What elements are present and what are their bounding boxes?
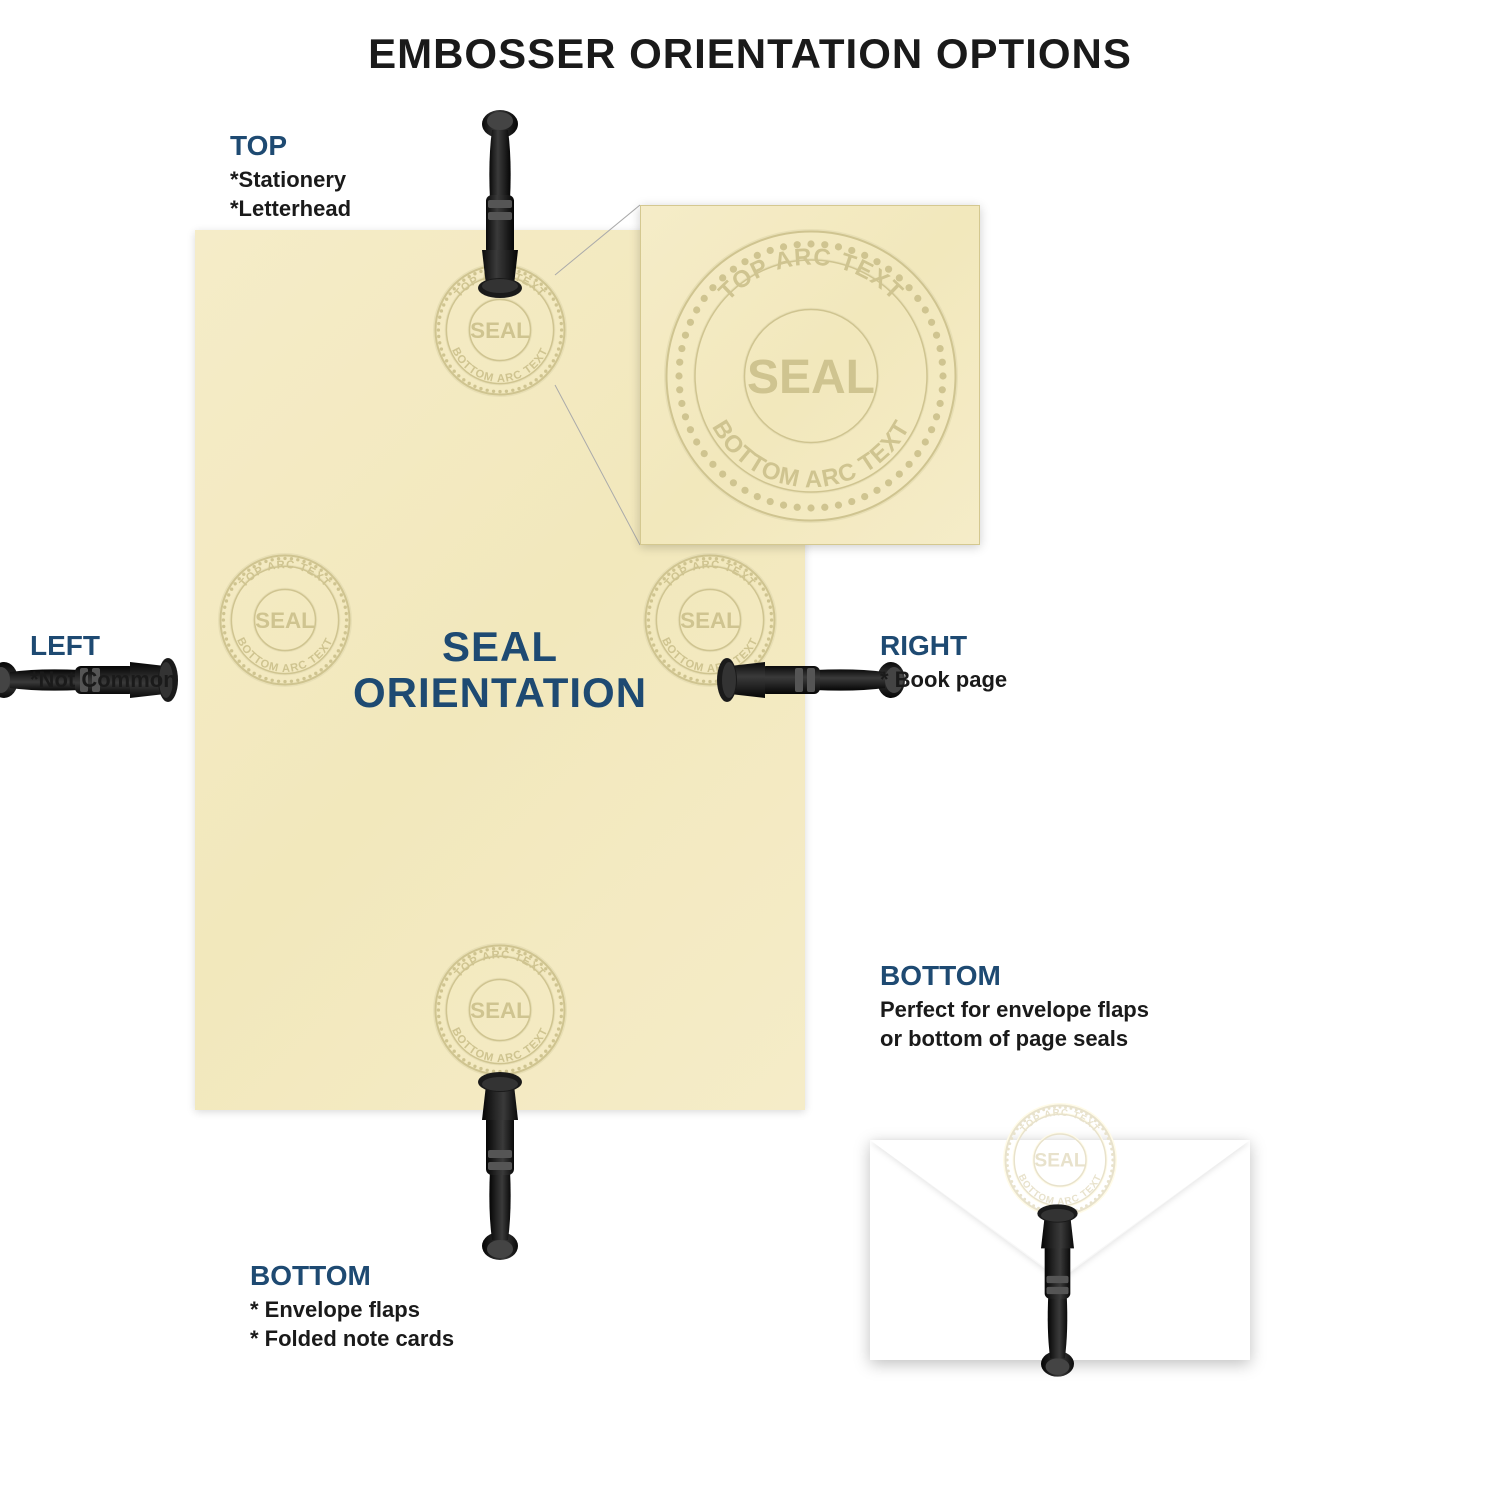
svg-text:SEAL: SEAL bbox=[470, 998, 530, 1023]
label-bottom-line-0: * Envelope flaps bbox=[250, 1296, 454, 1325]
svg-text:SEAL: SEAL bbox=[747, 351, 875, 404]
center-line-1: SEAL bbox=[353, 624, 647, 670]
label-bottom-title: BOTTOM bbox=[250, 1260, 454, 1292]
embosser-icon-envelope bbox=[1030, 1190, 1085, 1380]
label-top: TOP *Stationery *Letterhead bbox=[230, 130, 351, 223]
svg-text:SEAL: SEAL bbox=[680, 608, 740, 633]
label-bottom-line-1: * Folded note cards bbox=[250, 1325, 454, 1354]
embosser-icon-bottom bbox=[470, 1060, 530, 1260]
label-bottom: BOTTOM * Envelope flaps * Folded note ca… bbox=[250, 1260, 454, 1353]
label-bottom-right-line-0: Perfect for envelope flaps bbox=[880, 996, 1149, 1025]
label-left-line-0: *Not Common bbox=[30, 666, 177, 695]
paper-center-label: SEAL ORIENTATION bbox=[353, 624, 647, 716]
label-right-line-0: * Book page bbox=[880, 666, 1007, 695]
center-line-2: ORIENTATION bbox=[353, 670, 647, 716]
label-left: LEFT *Not Common bbox=[30, 630, 177, 695]
label-top-title: TOP bbox=[230, 130, 351, 162]
label-left-title: LEFT bbox=[30, 630, 177, 662]
label-right: RIGHT * Book page bbox=[880, 630, 1007, 695]
embosser-icon-right bbox=[705, 650, 905, 710]
embosser-icon-top bbox=[470, 110, 530, 310]
svg-text:TOP ARC TEXT: TOP ARC TEXT bbox=[713, 244, 908, 306]
label-bottom-right: BOTTOM Perfect for envelope flaps or bot… bbox=[880, 960, 1149, 1053]
label-bottom-right-line-1: or bottom of page seals bbox=[880, 1025, 1149, 1054]
page-title: EMBOSSER ORIENTATION OPTIONS bbox=[0, 30, 1500, 78]
label-top-line-1: *Letterhead bbox=[230, 195, 351, 224]
label-top-line-0: *Stationery bbox=[230, 166, 351, 195]
zoom-panel: TOP ARC TEXT BOTTOM ARC TEXT SEAL bbox=[640, 205, 980, 545]
label-bottom-right-title: BOTTOM bbox=[880, 960, 1149, 992]
seal-impression-left: TOP ARC TEXT BOTTOM ARC TEXT SEAL bbox=[215, 550, 355, 690]
seal-impression-zoom: TOP ARC TEXT BOTTOM ARC TEXT SEAL bbox=[661, 226, 961, 526]
svg-text:SEAL: SEAL bbox=[255, 608, 315, 633]
svg-text:BOTTOM ARC TEXT: BOTTOM ARC TEXT bbox=[706, 415, 915, 493]
label-right-title: RIGHT bbox=[880, 630, 1007, 662]
svg-text:SEAL: SEAL bbox=[470, 318, 530, 343]
svg-text:SEAL: SEAL bbox=[1034, 1151, 1085, 1172]
